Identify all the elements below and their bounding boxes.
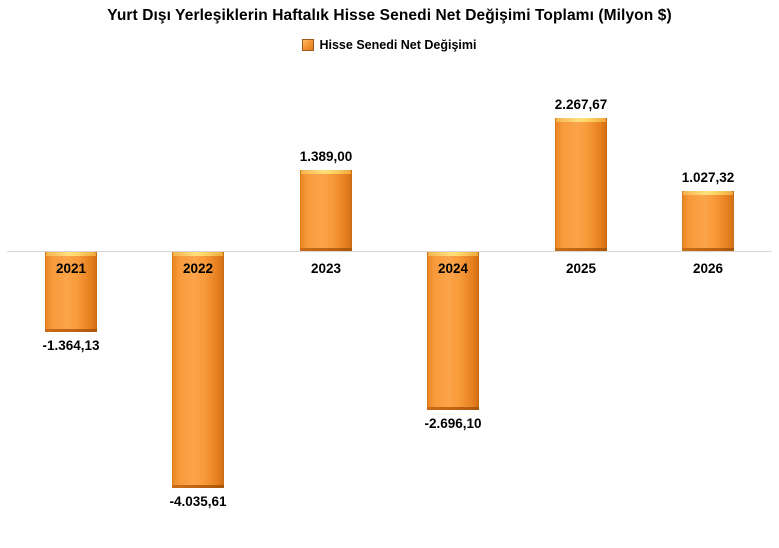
- legend: Hisse Senedi Net Değişimi: [0, 38, 779, 52]
- legend-label: Hisse Senedi Net Değişimi: [319, 38, 477, 52]
- category-label-2023: 2023: [310, 261, 342, 276]
- bar-2026: [682, 191, 734, 251]
- category-label-2021: 2021: [55, 261, 87, 276]
- bar-2021: [45, 252, 97, 332]
- category-label-2026: 2026: [692, 261, 724, 276]
- bar-2025: [555, 118, 607, 251]
- zero-axis-line: [7, 251, 772, 252]
- chart-title: Yurt Dışı Yerleşiklerin Haftalık Hisse S…: [107, 7, 672, 24]
- bar-2023: [300, 170, 352, 251]
- bar-2024: [427, 252, 479, 410]
- category-label-2025: 2025: [565, 261, 597, 276]
- value-label-2025: 2.267,67: [554, 97, 608, 112]
- value-label-2022: -4.035,61: [169, 494, 227, 509]
- legend-swatch-icon: [302, 39, 315, 51]
- value-label-2024: -2.696,10: [424, 416, 482, 431]
- category-label-2022: 2022: [182, 261, 214, 276]
- value-label-2026: 1.027,32: [681, 170, 735, 185]
- category-label-2024: 2024: [437, 261, 469, 276]
- value-label-2021: -1.364,13: [42, 338, 100, 353]
- value-label-2023: 1.389,00: [299, 149, 353, 164]
- bar-2022: [172, 252, 224, 488]
